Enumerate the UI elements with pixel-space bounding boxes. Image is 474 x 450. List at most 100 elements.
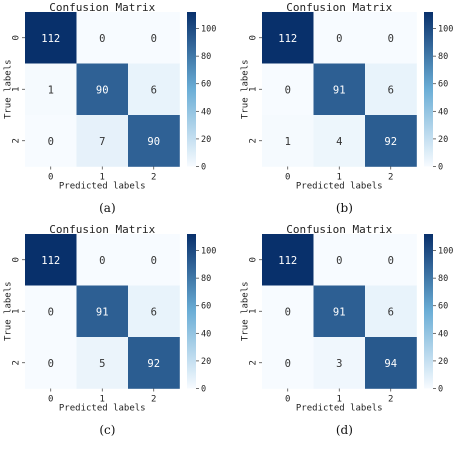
colorbar-tick-label: 100: [438, 25, 453, 35]
matrix-cell: [313, 115, 366, 167]
x-axis-label: Predicted labels: [296, 404, 383, 414]
panel-caption: (b): [336, 201, 353, 215]
cell-value-label: 1: [48, 84, 54, 96]
y-tick-label: 2: [249, 360, 259, 365]
colorbar: [424, 12, 433, 167]
matrix-cell: [76, 285, 129, 338]
matrix-cell: [365, 115, 417, 167]
colorbar: [424, 234, 433, 389]
cell-value-label: 5: [99, 358, 105, 370]
matrix-cell: [76, 12, 129, 64]
colorbar-tick-label: 100: [201, 25, 216, 35]
x-axis-label: Predicted labels: [296, 182, 383, 192]
matrix-cell: [128, 63, 180, 116]
matrix-cell: [25, 285, 77, 338]
y-tick-label: 0: [12, 257, 22, 262]
y-axis-label: True labels: [241, 59, 251, 119]
cell-value-label: 0: [285, 84, 291, 96]
y-tick-label: 2: [12, 360, 22, 365]
matrix-cell: [262, 12, 314, 64]
cell-value-label: 0: [48, 136, 54, 148]
x-axis-label: Predicted labels: [59, 182, 146, 192]
cell-value-label: 6: [388, 84, 394, 96]
matrix-cell: [76, 115, 129, 167]
cell-value-label: 3: [336, 358, 342, 370]
panel-caption: (c): [99, 423, 115, 437]
cell-value-label: 91: [333, 84, 346, 96]
matrix-cell: [262, 234, 314, 286]
colorbar-tick-label: 60: [438, 302, 448, 312]
y-axis-label: True labels: [4, 59, 14, 119]
x-tick-label: 0: [285, 395, 290, 405]
colorbar-tick-label: 40: [201, 107, 211, 117]
x-tick-label: 2: [151, 173, 156, 183]
cell-value-label: 6: [151, 84, 157, 96]
matrix-cell: [365, 337, 417, 389]
matrix-cell: [365, 12, 417, 64]
y-axis-label: True labels: [241, 281, 251, 341]
matrix-cell: [313, 337, 366, 389]
colorbar-tick-label: 20: [201, 357, 211, 367]
cell-value-label: 112: [41, 33, 60, 45]
matrix-cell: [262, 115, 314, 167]
matrix-cell: [365, 285, 417, 338]
colorbar-tick-label: 80: [201, 274, 211, 284]
matrix-cell: [313, 285, 366, 338]
y-tick-label: 1: [12, 87, 22, 92]
cell-value-label: 7: [99, 136, 105, 148]
cell-value-label: 4: [336, 136, 342, 148]
x-tick-label: 0: [48, 173, 53, 183]
matrix-cell: [262, 337, 314, 389]
y-axis-label: True labels: [4, 281, 14, 341]
matrix-cell: [128, 12, 180, 64]
colorbar-tick-label: 100: [438, 247, 453, 257]
x-tick-label: 2: [388, 173, 393, 183]
matrix-cell: [25, 337, 77, 389]
colorbar-tick-label: 20: [201, 135, 211, 145]
matrix-cell: [25, 12, 77, 64]
colorbar-tick-label: 0: [201, 385, 206, 395]
x-tick-label: 1: [100, 395, 105, 405]
matrix-cell: [25, 63, 77, 116]
colorbar-tick-label: 40: [438, 107, 448, 117]
colorbar-tick-label: 100: [201, 247, 216, 257]
colorbar-tick-label: 0: [201, 163, 206, 173]
matrix-cell: [313, 63, 366, 116]
y-tick-label: 1: [12, 309, 22, 314]
chart-title: Confusion Matrix: [286, 223, 392, 236]
cell-value-label: 0: [388, 33, 394, 45]
chart-title: Confusion Matrix: [49, 223, 155, 236]
cell-value-label: 90: [147, 136, 160, 148]
cell-value-label: 90: [96, 84, 109, 96]
matrix-cell: [262, 63, 314, 116]
x-tick-label: 2: [151, 395, 156, 405]
colorbar-tick-label: 60: [438, 80, 448, 90]
colorbar-tick-label: 0: [438, 163, 443, 173]
cell-value-label: 1: [285, 136, 291, 148]
colorbar-tick-label: 0: [438, 385, 443, 395]
matrix-cell: [262, 285, 314, 338]
cell-value-label: 0: [48, 358, 54, 370]
matrix-cell: [128, 115, 180, 167]
matrix-cell: [76, 63, 129, 116]
cell-value-label: 0: [285, 358, 291, 370]
y-tick-label: 0: [249, 35, 259, 40]
colorbar-tick-label: 80: [438, 274, 448, 284]
cell-value-label: 6: [388, 306, 394, 318]
colorbar: [187, 234, 196, 389]
colorbar-tick-label: 80: [438, 52, 448, 62]
chart-title: Confusion Matrix: [286, 1, 392, 14]
y-tick-label: 0: [12, 35, 22, 40]
colorbar-tick-label: 40: [201, 329, 211, 339]
matrix-cell: [365, 63, 417, 116]
matrix-cell: [25, 234, 77, 286]
cell-value-label: 0: [151, 33, 157, 45]
x-axis-label: Predicted labels: [59, 404, 146, 414]
cell-value-label: 0: [388, 255, 394, 267]
cell-value-label: 94: [384, 358, 397, 370]
x-tick-label: 1: [337, 395, 342, 405]
